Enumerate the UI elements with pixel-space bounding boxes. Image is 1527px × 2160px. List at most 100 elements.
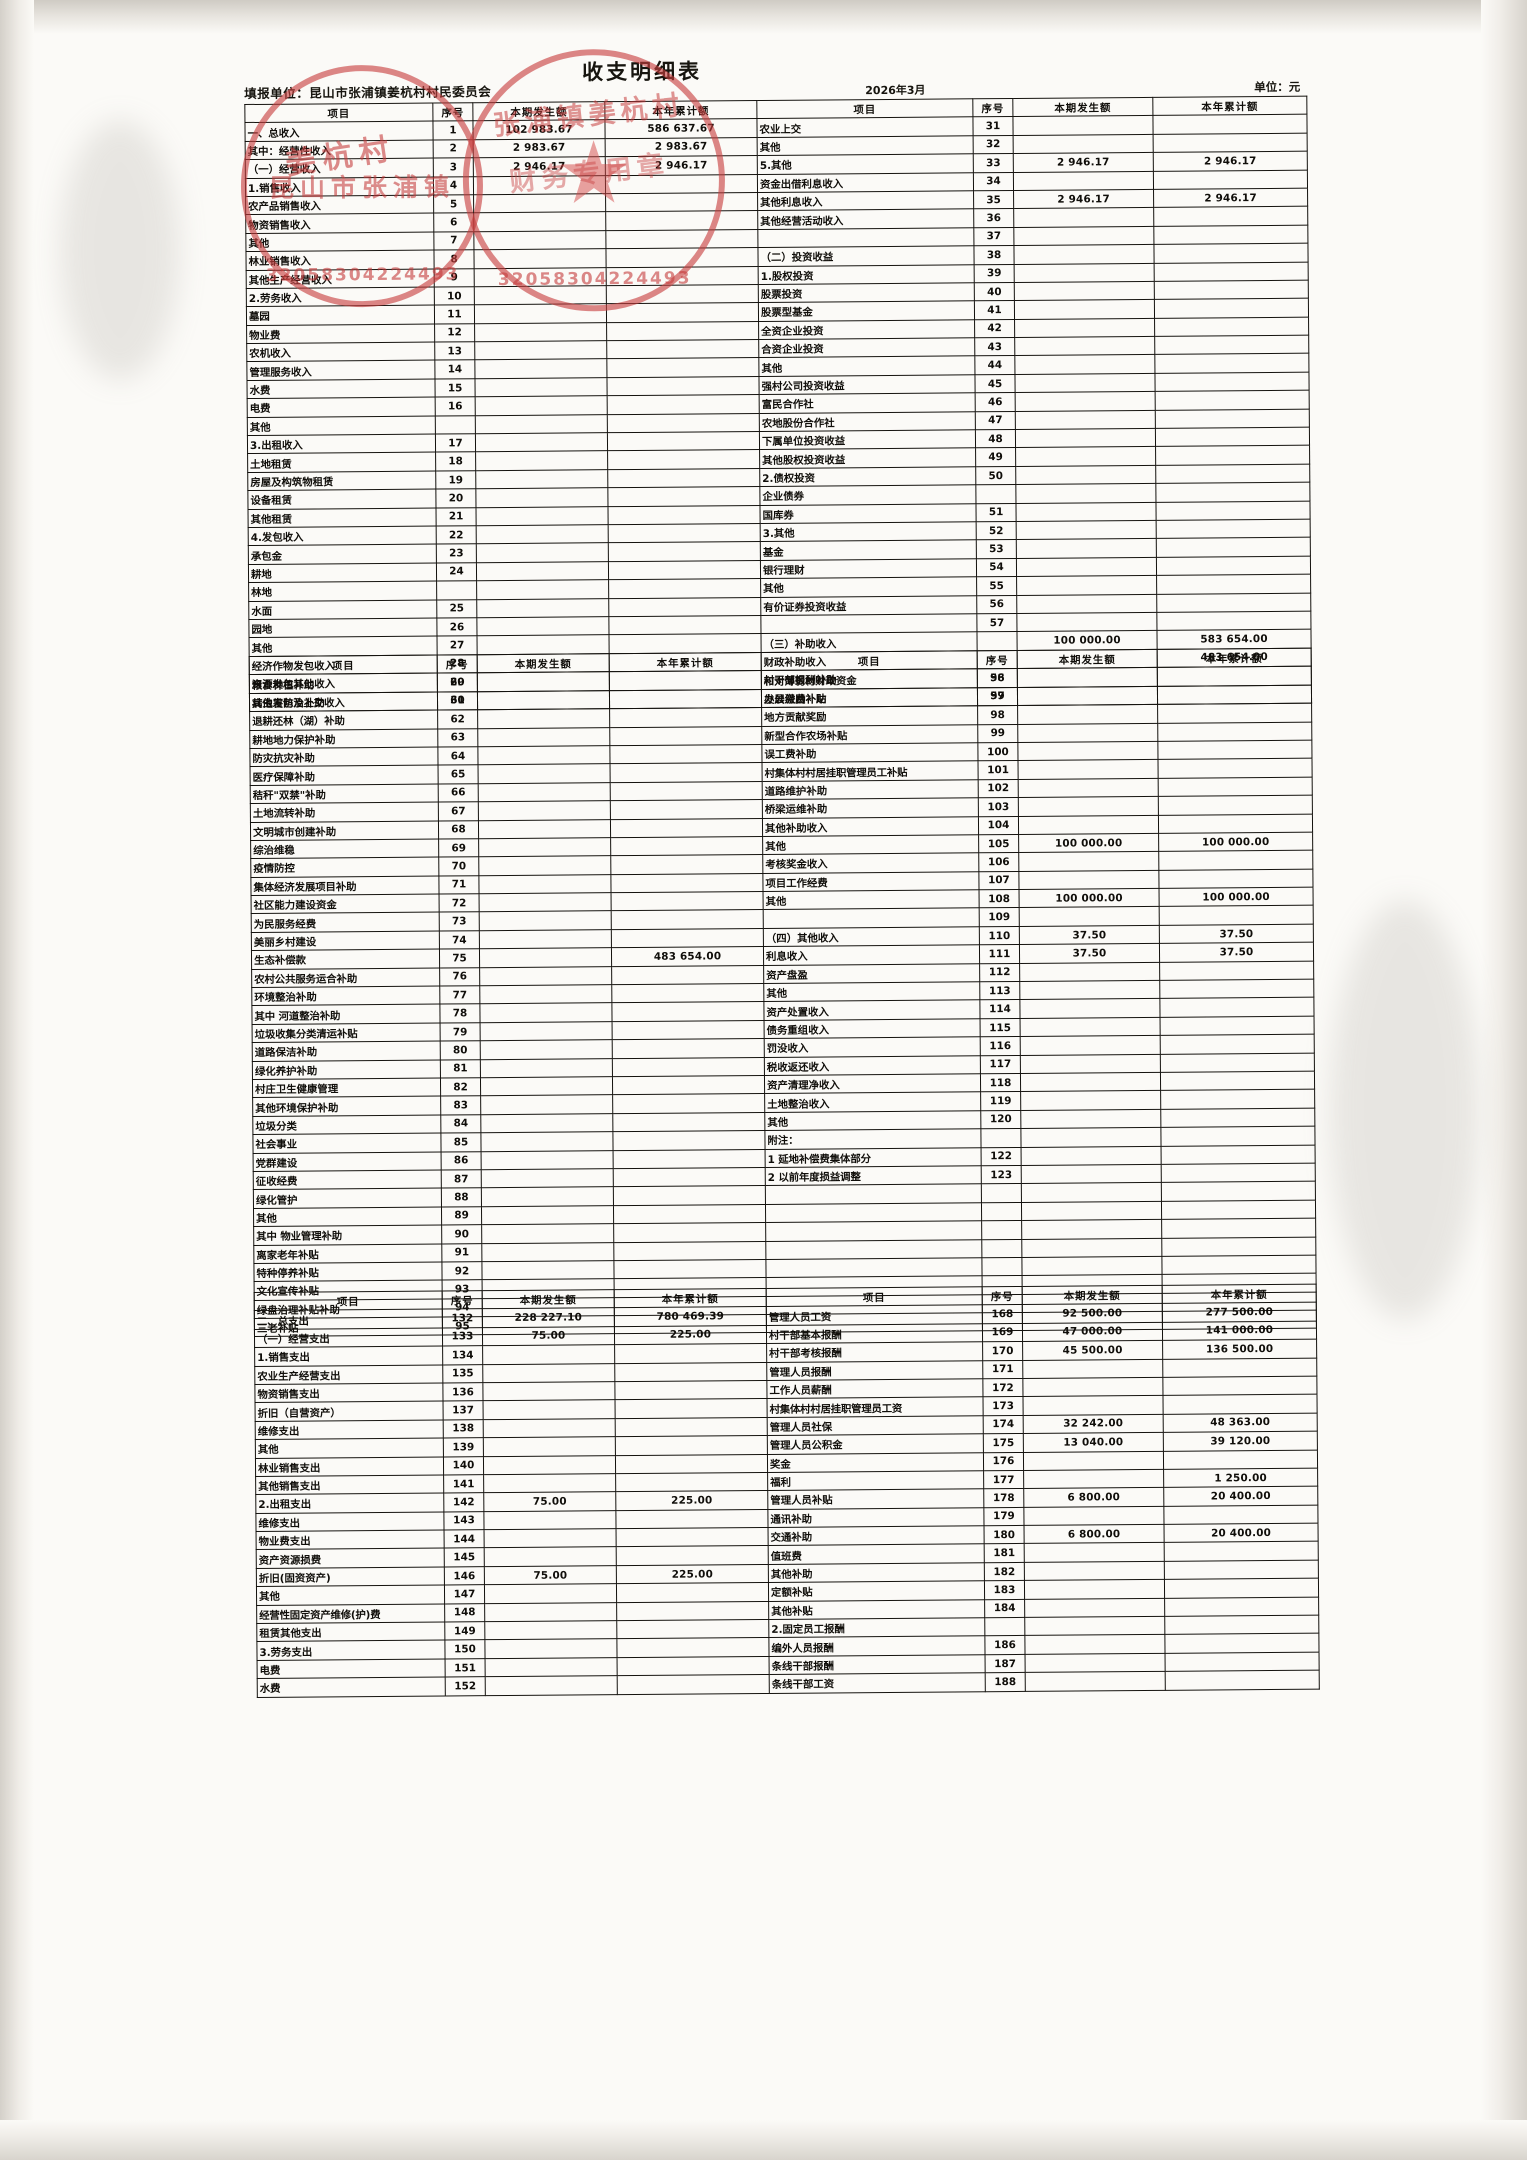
- item-seq: 87: [441, 1169, 482, 1189]
- money-unit: 单位：元: [1254, 79, 1301, 95]
- current-amount: [480, 1076, 613, 1097]
- item-seq: 26: [436, 617, 478, 637]
- item-seq: 36: [973, 208, 1014, 228]
- current-amount: [1013, 170, 1154, 191]
- item-seq: 22: [436, 525, 477, 545]
- cumulative-amount: [608, 523, 761, 544]
- item-label: 其他: [757, 135, 974, 156]
- current-amount: [476, 543, 609, 563]
- cumulative-amount: [1160, 1034, 1315, 1054]
- cumulative-amount: [612, 1075, 765, 1096]
- current-amount: [474, 340, 607, 361]
- item-seq: 82: [440, 1077, 481, 1097]
- cumulative-amount: [616, 1545, 769, 1566]
- cumulative-amount: [1158, 813, 1313, 834]
- cumulative-amount: [613, 1204, 766, 1224]
- item-seq: 186: [984, 1635, 1026, 1655]
- cumulative-amount: [1153, 224, 1308, 245]
- cumulative-amount: [612, 1130, 766, 1151]
- cumulative-amount: 2 946.17: [1153, 151, 1308, 171]
- item-seq: 17: [435, 433, 476, 453]
- item-label: [760, 613, 977, 634]
- item-label: 集体经济发展项目补助: [250, 875, 440, 896]
- item-label: 2.劳务收入: [246, 286, 435, 307]
- item-label: （二）投资收益: [757, 245, 975, 267]
- item-seq: [981, 1220, 1022, 1240]
- item-seq: 21: [435, 507, 477, 527]
- item-label: 水费: [246, 378, 436, 399]
- item-seq: 57: [976, 613, 1017, 633]
- column-header-item: 项目: [761, 650, 978, 671]
- item-seq: 137: [443, 1401, 484, 1420]
- current-amount: 2 946.17: [1013, 189, 1154, 209]
- current-amount: [480, 1095, 613, 1115]
- cumulative-amount: [1155, 390, 1310, 411]
- cumulative-amount: 37.50: [1159, 942, 1314, 962]
- cumulative-amount: [614, 1362, 767, 1382]
- cumulative-amount: [614, 1343, 767, 1364]
- current-amount: [1014, 318, 1155, 338]
- current-amount: [473, 248, 607, 269]
- item-seq: 168: [982, 1304, 1023, 1324]
- current-amount: [485, 1675, 618, 1696]
- column-header-current: 本期发生额: [1017, 649, 1158, 669]
- current-amount: [1015, 428, 1156, 448]
- cumulative-amount: [1155, 408, 1310, 429]
- filing-unit-value: 昆山市张浦镇姜杭村村民委员会: [309, 84, 492, 101]
- cumulative-amount: [1154, 298, 1309, 319]
- item-label: 设备租赁: [247, 489, 436, 510]
- item-seq: 8: [433, 249, 475, 269]
- current-amount: [476, 524, 609, 545]
- item-seq: 115: [980, 1018, 1021, 1037]
- cumulative-amount: [1157, 758, 1313, 779]
- cumulative-amount: 780 469.39: [614, 1306, 767, 1327]
- item-label: [757, 227, 974, 248]
- item-label: 其中 河道整治补助: [251, 1004, 441, 1025]
- current-amount: [484, 1602, 617, 1622]
- current-amount: [478, 819, 611, 839]
- item-seq: 10: [434, 286, 475, 306]
- current-amount: [475, 506, 609, 526]
- item-label: 地方贡献奖励: [761, 705, 978, 727]
- item-seq: 145: [444, 1548, 485, 1567]
- column-header-cumulative: 本年累计额: [1157, 648, 1312, 668]
- cumulative-amount: [613, 1240, 766, 1261]
- cumulative-amount: [1164, 1596, 1319, 1617]
- current-amount: [481, 1186, 614, 1207]
- item-seq: 133: [442, 1327, 483, 1347]
- item-label: 2.债权投资: [759, 466, 976, 487]
- cumulative-amount: [1157, 666, 1312, 687]
- current-amount: [475, 469, 608, 489]
- current-amount: [1020, 1017, 1161, 1037]
- item-label: 林业销售支出: [255, 1456, 444, 1477]
- item-label: 3.劳务支出: [256, 1640, 446, 1661]
- cumulative-amount: [1160, 1089, 1315, 1110]
- current-amount: [1017, 686, 1158, 706]
- item-label: 1.销售支出: [254, 1346, 443, 1367]
- cumulative-amount: [612, 1020, 765, 1040]
- cumulative-amount: [1156, 574, 1311, 594]
- column-header-cumulative: 本年累计额: [1162, 1284, 1317, 1304]
- item-label: 土地租赁: [247, 452, 436, 473]
- item-seq: 96: [977, 668, 1018, 688]
- cumulative-amount: [605, 210, 758, 231]
- current-amount: [1021, 1182, 1162, 1203]
- item-seq: 68: [438, 820, 479, 839]
- item-label: 垃圾收集分类清运补贴: [252, 1022, 441, 1043]
- item-seq: 19: [435, 470, 476, 490]
- item-seq: 102: [978, 779, 1019, 798]
- cumulative-amount: [613, 1167, 766, 1187]
- cumulative-amount: [1161, 1255, 1317, 1275]
- item-label: 其他: [764, 1110, 981, 1131]
- item-seq: 141: [443, 1474, 484, 1494]
- current-amount: 13 040.00: [1023, 1432, 1164, 1452]
- item-seq: 178: [983, 1488, 1024, 1508]
- expense-table-block-3: 项目 序号 本期发生额 本年累计额 项目 序号 本期发生额 本年累计额 二、总支出 132 228 …: [254, 1284, 1320, 1698]
- cumulative-amount: [1156, 592, 1311, 613]
- item-seq: 152: [445, 1676, 486, 1696]
- cumulative-amount: [1165, 1670, 1320, 1690]
- cumulative-amount: [1162, 1376, 1317, 1396]
- item-seq: 81: [440, 1059, 481, 1078]
- cumulative-amount: 37.50: [1159, 924, 1314, 944]
- item-label: [765, 1220, 982, 1241]
